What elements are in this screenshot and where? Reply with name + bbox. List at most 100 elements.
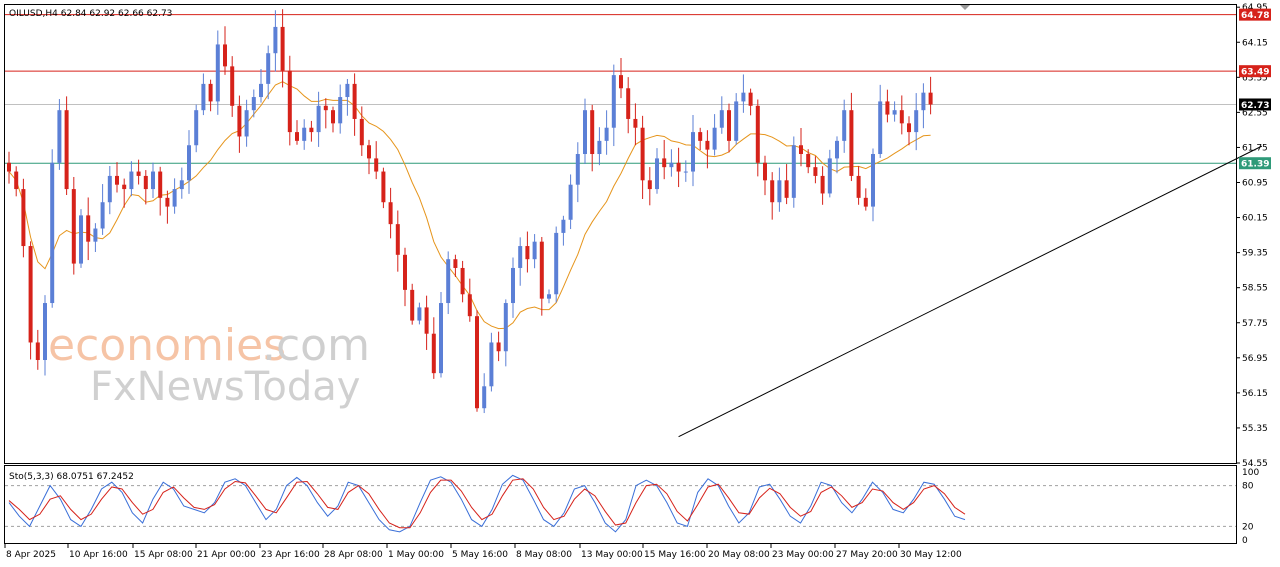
candle-body [496,342,501,352]
candle [475,310,479,412]
candle-body [86,215,91,242]
price-badge-label: 61.39 [1241,160,1269,170]
candle [928,76,933,115]
candle [885,89,890,123]
candle-body [302,127,307,141]
candle [187,130,191,194]
candle-body [655,158,659,190]
candle [669,149,674,177]
candle-body [755,105,760,163]
candle-body [453,259,458,268]
candle-body [734,101,739,141]
candle [619,58,623,99]
candle [251,89,256,118]
candle [755,99,760,177]
candle-body [187,145,191,181]
candle [93,223,98,252]
candle-body [705,140,710,150]
candle [266,45,271,100]
y-tick-label: 60.15 [1242,214,1268,224]
candle [604,110,609,155]
trendline-group[interactable] [678,145,1263,438]
candle-body [100,202,105,229]
candle [287,55,292,146]
candle-body [122,184,127,190]
symbol-header: OILUSD,H4 62.84 62.92 62.66 62.73 [9,9,172,19]
candle [201,73,206,116]
candle-body [611,75,616,128]
candle [683,160,688,182]
candle [388,187,393,239]
candle [367,139,371,175]
candle-body [388,202,393,225]
candle [71,176,76,275]
price-badge-resistance [1239,8,1271,21]
candle-body [323,105,328,111]
candle [511,257,515,318]
candle [309,120,314,142]
candle [259,68,263,103]
candle-body [863,197,868,207]
candle-body [662,158,667,168]
candle [374,141,379,180]
candle-body [35,342,40,361]
candle [7,151,11,184]
candle [467,278,472,322]
candle [568,174,573,230]
candle [86,197,91,261]
candle [575,142,580,203]
candle-body [547,294,551,299]
candle-body [179,180,184,190]
candle-body [698,132,703,141]
y-tick-label: 61.75 [1242,143,1268,153]
candle [532,234,537,269]
candle-body [503,303,508,352]
candle [352,73,357,136]
candle-body [345,83,350,98]
price-axis: 64.95 64.15 63.35 62.55 61.75 60.95 60.15 59.35… [1236,3,1268,469]
candle-body [842,110,847,141]
candle [806,149,811,174]
candle [136,159,141,185]
candle [439,291,443,378]
ascending-trendline [678,145,1263,438]
candle [359,106,364,156]
candle [100,184,105,235]
candle-body [590,110,595,155]
candle-body [813,167,818,176]
candle [907,116,911,146]
scroll-marker-icon[interactable] [960,5,970,10]
candle [302,119,307,150]
candle-body [424,307,429,334]
candle-body [683,171,688,173]
candle-body [669,162,674,168]
stochastic-oscillator: 100 80 20 0 [5,468,1259,546]
candlesticks [7,9,933,414]
candle [698,127,703,151]
candle [849,92,854,182]
candle-body [115,175,119,185]
candle-body [280,26,285,71]
candle-body [554,232,559,295]
candle-body [7,162,11,172]
candle-body [489,342,494,387]
y-tick-label: 58.55 [1242,284,1268,294]
oscillator-plot-frame[interactable] [4,465,1237,544]
candle [295,120,299,145]
candle-body [158,171,163,198]
candle [151,162,155,198]
candle [892,101,897,122]
candle [215,30,220,115]
candle-body [208,83,213,102]
candle [115,162,119,193]
x-tick-label: 1 May 00:00 [388,550,444,560]
candle-body [849,110,854,176]
candle [460,260,465,303]
candle-body [237,105,242,137]
candle-body [568,184,573,220]
candle-body [251,97,256,111]
candle-body [914,110,919,133]
candle-body [561,219,566,233]
candle-body [28,246,33,343]
